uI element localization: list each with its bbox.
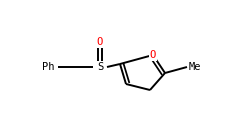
Text: Me: Me xyxy=(189,62,201,72)
Text: Ph: Ph xyxy=(43,62,55,72)
Text: O: O xyxy=(97,37,103,47)
Text: O: O xyxy=(150,50,156,60)
Text: S: S xyxy=(97,62,103,72)
